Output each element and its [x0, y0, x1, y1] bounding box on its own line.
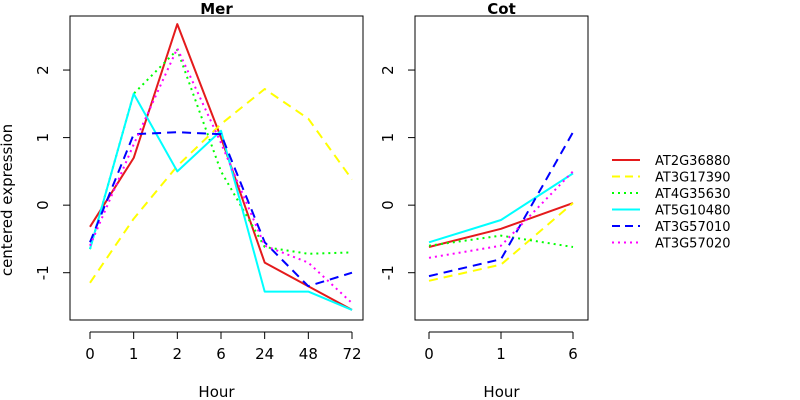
panel-mer-y-tick-label: 2 — [34, 65, 52, 75]
panel-mer-x-tick-label: 1 — [129, 345, 139, 363]
panel-mer-series-at3g57010 — [89, 131, 353, 288]
panel-mer-y-axis-label: centered expression — [0, 124, 16, 276]
panel-mer-series-at4g35630 — [89, 48, 353, 255]
panel-mer-x-axis-label: Hour — [198, 383, 235, 400]
panel-cot-series-at3g57010 — [428, 131, 574, 278]
panel-cot-title: Cot — [487, 0, 515, 18]
panel-mer-x-tick-label: 0 — [85, 345, 95, 363]
panel-cot-series-at2g36880 — [428, 202, 574, 248]
panel-cot-y-tick-label: 2 — [379, 65, 397, 75]
panel-mer-x-tick-label: 48 — [299, 345, 318, 363]
panel-mer-series-at3g57020 — [89, 47, 353, 304]
legend-label-at3g57020: AT3G57020 — [655, 237, 731, 252]
panel-cot-x-tick-label: 0 — [424, 345, 434, 363]
panel-cot-series-at4g35630 — [428, 234, 574, 248]
panel-mer-x-tick-label: 2 — [173, 345, 183, 363]
panel-cot-series-at3g57020 — [428, 170, 574, 259]
panel-mer-y-tick-label: 1 — [34, 133, 52, 143]
legend-label-at4g35630: AT4G35630 — [655, 187, 731, 202]
panel-mer-y-tick-label: -1 — [34, 265, 52, 280]
panel-mer-plot-box — [69, 15, 364, 321]
panel-cot-y-tick-label: 1 — [379, 133, 397, 143]
panel-cot-series-at5g10480 — [428, 172, 574, 244]
panel-mer-x-tick-label: 72 — [342, 345, 361, 363]
panel-cot-x-axis-label: Hour — [483, 383, 520, 400]
panel-cot-plot-box — [414, 15, 589, 321]
legend-label-at3g57010: AT3G57010 — [655, 220, 731, 235]
panel-mer-series-at3g17390 — [89, 88, 353, 284]
legend-label-at5g10480: AT5G10480 — [655, 204, 731, 219]
panel-mer-series-at5g10480 — [89, 92, 353, 311]
panel-mer-series-at2g36880 — [89, 23, 353, 311]
panel-cot-x-tick-label: 1 — [496, 345, 506, 363]
panel-cot-y-tick-label: 0 — [379, 200, 397, 210]
panel-cot-x-tick-label: 6 — [568, 345, 578, 363]
panel-mer-x-tick-label: 24 — [255, 345, 274, 363]
panel-cot-series-at3g17390 — [428, 202, 574, 282]
legend-label-at2g36880: AT2G36880 — [655, 154, 731, 169]
panel-mer-title: Mer — [200, 0, 233, 18]
panel-cot-y-tick-label: -1 — [379, 265, 397, 280]
panel-mer-x-tick-label: 6 — [216, 345, 226, 363]
panel-mer-y-tick-label: 0 — [34, 200, 52, 210]
legend-label-at3g17390: AT3G17390 — [655, 171, 731, 186]
